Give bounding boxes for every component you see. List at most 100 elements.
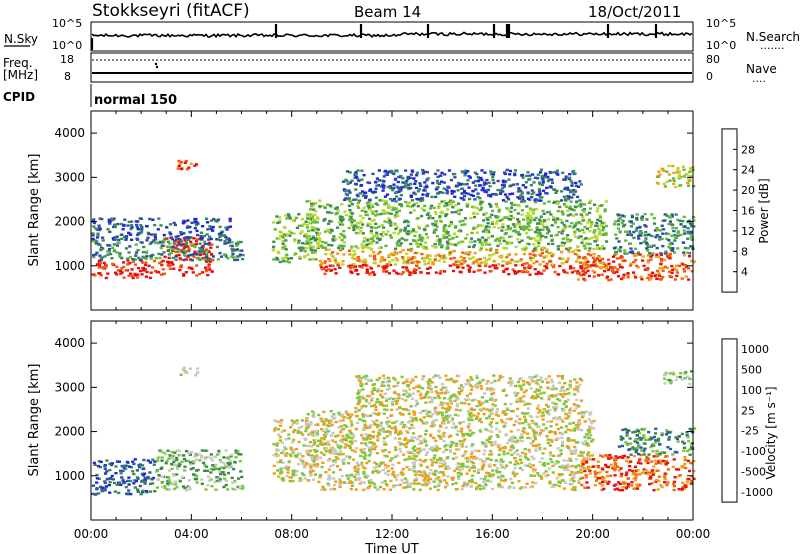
data-cell (532, 248, 537, 251)
data-cell (412, 461, 416, 464)
data-cell (361, 194, 365, 197)
data-cell (194, 240, 199, 243)
data-cell (570, 464, 574, 468)
data-cell (124, 269, 128, 272)
data-cell (319, 264, 323, 267)
data-cell (487, 225, 491, 229)
data-cell (421, 409, 425, 413)
data-cell (620, 214, 624, 217)
data-cell (349, 216, 353, 219)
data-cell (457, 260, 461, 263)
data-cell (655, 277, 659, 281)
data-cell (298, 224, 302, 227)
data-cell (569, 429, 573, 432)
data-cell (422, 209, 426, 212)
data-cell (122, 224, 126, 227)
data-cell (197, 250, 201, 253)
data-cell (424, 433, 428, 436)
data-cell (373, 254, 377, 257)
data-cell (277, 237, 281, 241)
data-cell (198, 253, 202, 256)
data-cell (133, 479, 137, 482)
data-cell (132, 482, 136, 485)
data-cell (478, 269, 482, 272)
data-cell (333, 452, 338, 455)
data-cell (489, 254, 493, 257)
data-cell (399, 228, 403, 232)
data-cell (509, 201, 514, 205)
data-cell (433, 172, 438, 176)
data-cell (346, 182, 350, 186)
data-cell (164, 453, 168, 456)
data-cell (489, 269, 493, 273)
data-cell (368, 188, 373, 191)
data-cell (455, 235, 459, 238)
data-cell (348, 171, 352, 174)
data-cell (159, 467, 163, 470)
data-cell (447, 467, 451, 470)
data-cell (658, 235, 662, 239)
data-cell (685, 265, 689, 269)
data-cell (203, 457, 207, 461)
data-cell (195, 253, 199, 256)
data-cell (483, 449, 487, 452)
data-cell (544, 475, 548, 478)
data-cell (489, 421, 493, 424)
data-cell (195, 367, 200, 370)
data-cell (479, 176, 483, 180)
data-cell (414, 477, 419, 480)
data-cell (484, 212, 488, 215)
data-cell (320, 267, 324, 271)
data-cell (159, 246, 163, 250)
data-cell (420, 207, 424, 210)
data-cell (426, 177, 430, 180)
data-cell (506, 441, 510, 445)
data-cell (441, 471, 445, 474)
data-cell (335, 211, 339, 215)
data-cell (322, 433, 326, 437)
data-cell (474, 481, 478, 485)
data-cell (325, 228, 330, 232)
data-cell (424, 444, 429, 447)
data-cell (603, 208, 607, 211)
data-cell (194, 243, 198, 246)
data-cell (281, 240, 285, 243)
data-cell (338, 244, 342, 247)
data-cell (654, 255, 658, 258)
data-cell (316, 216, 320, 219)
data-cell (532, 431, 537, 434)
data-cell (555, 477, 559, 480)
data-cell (138, 269, 143, 273)
data-cell (305, 200, 309, 203)
data-cell (546, 411, 550, 415)
data-cell (363, 475, 367, 479)
data-cell (416, 243, 420, 246)
data-cell (339, 445, 343, 449)
data-cell (667, 270, 671, 273)
data-cell (515, 183, 519, 186)
data-cell (215, 245, 219, 249)
data-cell (538, 220, 542, 223)
data-cell (522, 252, 526, 256)
data-cell (584, 237, 588, 240)
data-cell (122, 481, 126, 485)
data-cell (392, 485, 396, 489)
data-cell (598, 219, 602, 223)
data-cell (283, 256, 287, 260)
data-cell (336, 434, 340, 437)
data-cell (327, 430, 331, 433)
data-cell (417, 238, 421, 242)
data-cell (171, 263, 175, 266)
data-cell (369, 478, 373, 482)
data-cell (386, 464, 390, 468)
data-cell (364, 191, 368, 194)
data-cell (528, 450, 532, 453)
data-cell (650, 213, 654, 216)
data-cell (277, 433, 281, 436)
data-cell (425, 171, 429, 174)
data-cell (365, 438, 369, 441)
data-cell (214, 463, 218, 467)
data-cell (573, 232, 577, 235)
data-cell (285, 217, 289, 220)
data-cell (511, 223, 515, 226)
